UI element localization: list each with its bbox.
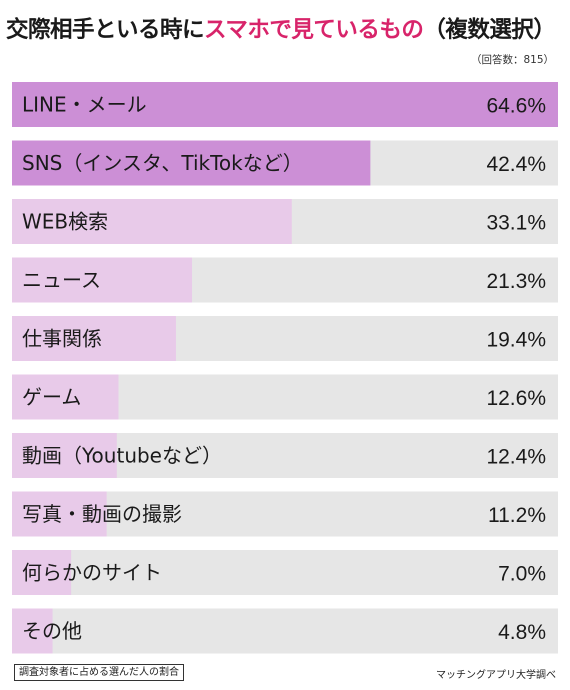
value-label: 33.1% [486, 212, 546, 235]
title-plain: 交際相手といる時に [6, 17, 205, 43]
bar [12, 199, 292, 244]
bar-track [12, 608, 558, 654]
footnote: 調査対象者に占める選んだ人の割合 [14, 664, 184, 681]
bar [12, 608, 53, 654]
category-label: ニュース [22, 268, 101, 292]
category-label: その他 [22, 619, 82, 643]
value-label: 7.0% [498, 563, 546, 586]
value-label: 64.6% [486, 95, 546, 118]
bar [12, 491, 107, 537]
respondent-count-note: （回答数：815） [470, 54, 554, 66]
bar [12, 140, 371, 186]
source-credit: マッチングアプリ大学調べ [436, 670, 556, 681]
category-label: LINE・メール [22, 93, 147, 117]
bar [12, 316, 176, 361]
value-label: 42.4% [486, 153, 546, 176]
bar [12, 433, 117, 478]
category-label: WEB検索 [22, 210, 108, 234]
category-label: 何らかのサイト [22, 561, 162, 585]
title-suffix: （複数選択） [423, 17, 556, 43]
category-label: SNS（インスタ、TikTokなど） [22, 151, 303, 175]
value-label: 19.4% [486, 329, 546, 352]
value-label: 12.6% [486, 387, 546, 410]
category-label: 動画（Youtubeなど） [22, 444, 222, 468]
bar [12, 257, 193, 303]
bar [12, 374, 119, 420]
category-label: 写真・動画の撮影 [22, 502, 182, 526]
bar-track [12, 550, 558, 595]
value-label: 11.2% [488, 504, 546, 527]
value-label: 4.8% [498, 621, 546, 644]
value-label: 21.3% [486, 270, 546, 293]
bar [12, 82, 558, 127]
title-highlight: スマホで見ているもの [204, 17, 424, 43]
category-label: ゲーム [22, 385, 81, 409]
value-label: 12.4% [486, 446, 546, 469]
bar [12, 550, 72, 595]
category-label: 仕事関係 [22, 327, 102, 351]
chart-title: 交際相手といる時にスマホで見ているもの（複数選択） [6, 10, 566, 50]
